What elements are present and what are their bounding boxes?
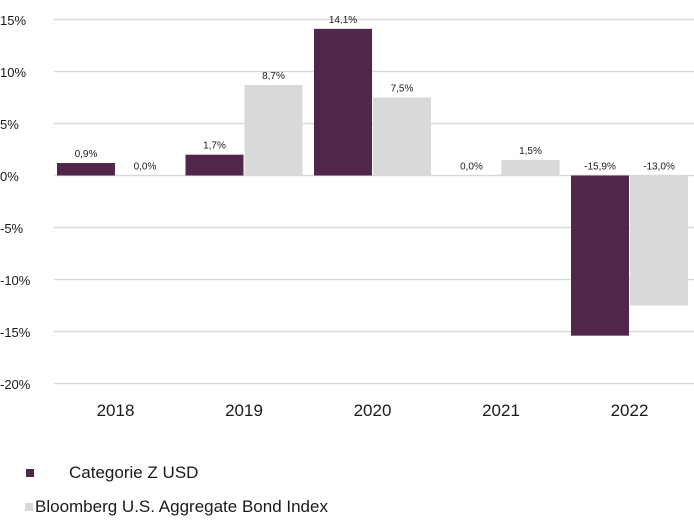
x-tick-label: 2022 bbox=[611, 401, 649, 420]
bar-bloomberg-aggregate-2021 bbox=[501, 159, 560, 176]
bar-categorie-z-usd-2019 bbox=[185, 154, 244, 176]
data-label: -13,0% bbox=[643, 162, 675, 173]
y-tick-label: 0% bbox=[0, 169, 19, 184]
y-tick-label: -20% bbox=[0, 377, 31, 392]
legend-swatch-categorie-z-usd bbox=[26, 469, 34, 477]
y-tick-label: 10% bbox=[0, 65, 26, 80]
data-label: 8,7% bbox=[262, 71, 285, 82]
data-label: -15,9% bbox=[584, 162, 616, 173]
data-label: 0,9% bbox=[75, 149, 98, 160]
x-tick-label: 2021 bbox=[482, 401, 520, 420]
bar-categorie-z-usd-2020 bbox=[314, 28, 372, 176]
y-tick-label: -15% bbox=[0, 325, 31, 340]
legend-swatch-bloomberg-aggregate bbox=[25, 503, 33, 511]
y-tick-label: 5% bbox=[0, 117, 19, 132]
x-tick-label: 2019 bbox=[225, 401, 263, 420]
x-tick-label: 2020 bbox=[354, 401, 392, 420]
x-tick-label: 2018 bbox=[97, 401, 135, 420]
data-label: 0,0% bbox=[460, 162, 483, 173]
data-label: 1,7% bbox=[203, 141, 226, 152]
data-labels: 0,9% 0,0% 1,7% 8,7% 14,1% 7,5% 0,0% 1,5% -15,9% -… bbox=[75, 15, 675, 173]
data-label: 7,5% bbox=[391, 84, 414, 95]
legend-item-bloomberg-aggregate: Bloomberg U.S. Aggregate Bond Index bbox=[25, 497, 328, 517]
x-axis-tick-labels: 2018 2019 2020 2021 2022 bbox=[97, 401, 649, 420]
bar-categorie-z-usd-2018 bbox=[57, 163, 115, 176]
data-label: 14,1% bbox=[329, 15, 357, 26]
legend-label-categorie-z-usd: Categorie Z USD bbox=[69, 463, 199, 482]
data-label: 0,0% bbox=[134, 162, 157, 173]
legend-item-categorie-z-usd: Categorie Z USD bbox=[26, 463, 198, 483]
legend-label-bloomberg-aggregate: Bloomberg U.S. Aggregate Bond Index bbox=[35, 497, 328, 516]
y-axis-tick-labels: 15% 10% 5% 0% -5% -10% -15% -20% bbox=[0, 13, 31, 392]
data-label: 1,5% bbox=[519, 146, 542, 157]
bar-bloomberg-aggregate-2019 bbox=[244, 85, 303, 176]
bar-bloomberg-aggregate-2022 bbox=[630, 175, 688, 306]
y-tick-label: 15% bbox=[0, 13, 26, 28]
y-tick-label: -10% bbox=[0, 273, 31, 288]
bar-categorie-z-usd-2022 bbox=[571, 175, 629, 336]
y-tick-label: -5% bbox=[0, 221, 24, 236]
bar-bloomberg-aggregate-2020 bbox=[373, 97, 431, 176]
bars bbox=[57, 28, 688, 336]
